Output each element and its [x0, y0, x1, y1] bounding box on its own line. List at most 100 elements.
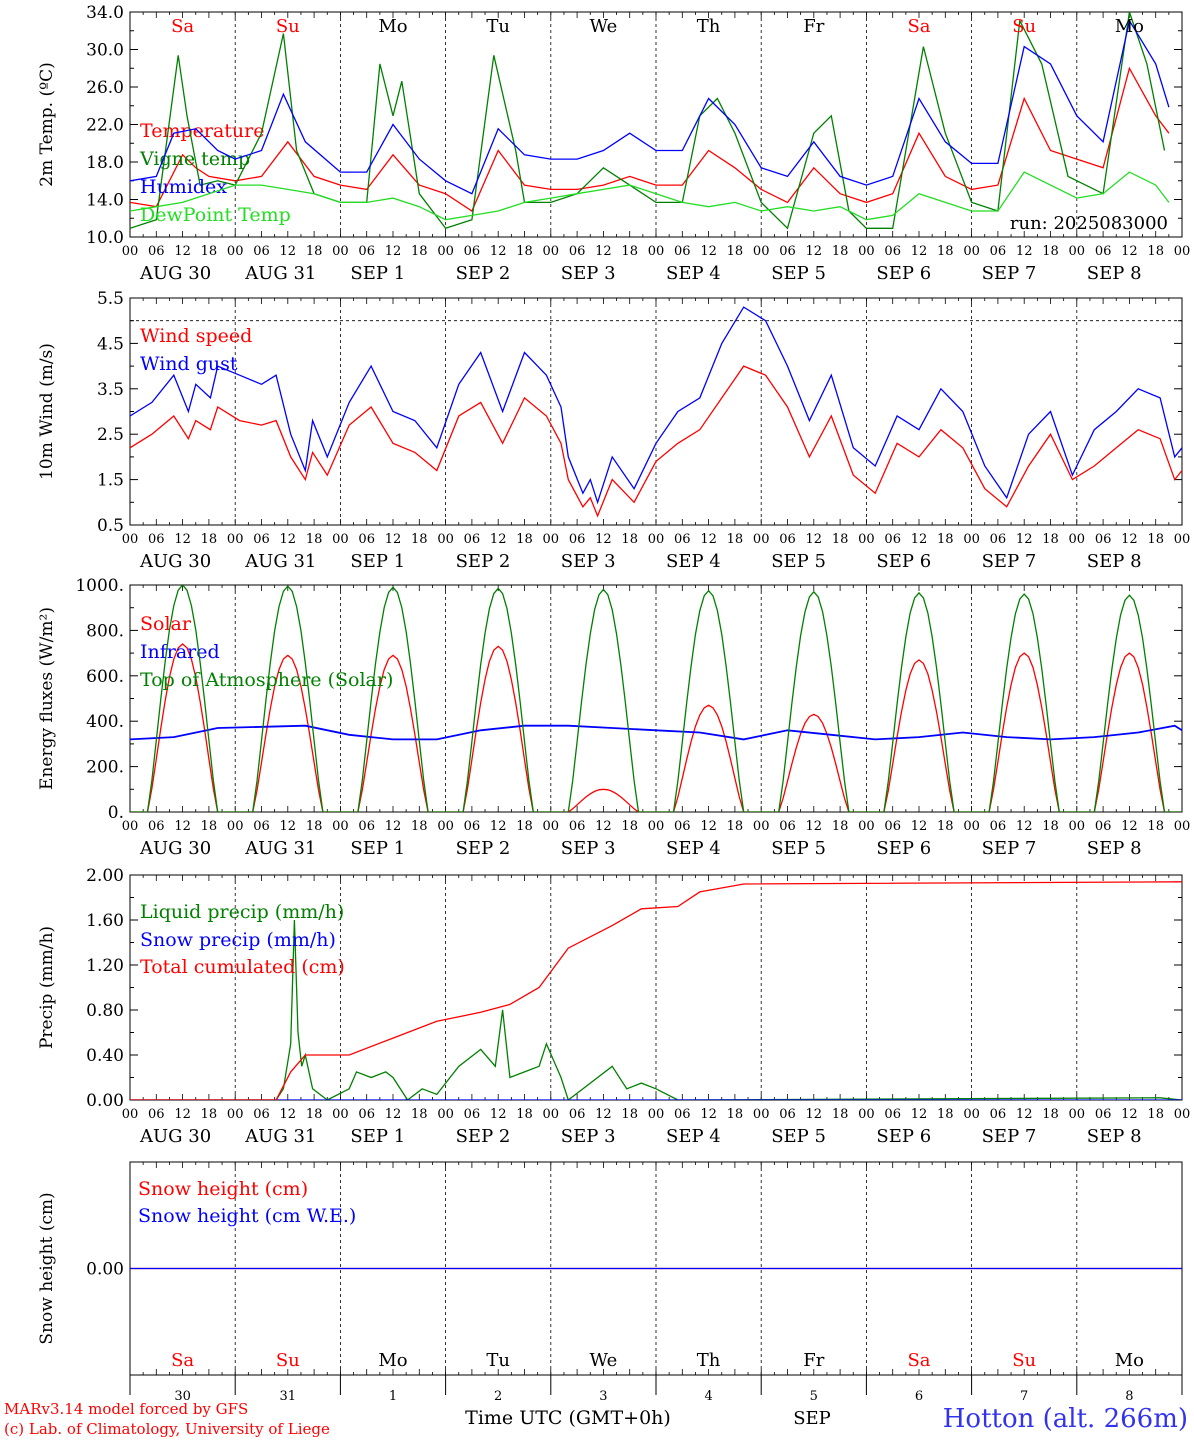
- date-label: AUG 31: [244, 551, 316, 572]
- hour-tick-label: 18: [516, 532, 533, 547]
- hour-tick-label: 00: [1069, 532, 1086, 547]
- hour-tick-label: 00: [122, 532, 139, 547]
- y-tick-label: 0.00: [86, 1091, 124, 1111]
- footer-day-label: Mo: [1115, 1350, 1144, 1371]
- y-tick-label: 200.: [86, 758, 124, 778]
- footer-day-number: 8: [1125, 1389, 1133, 1404]
- hour-tick-label: 06: [358, 244, 375, 259]
- time-axis-label: Time UTC (GMT+0h): [465, 1407, 671, 1429]
- hour-tick-label: 06: [1095, 244, 1112, 259]
- date-label: SEP 4: [666, 551, 721, 572]
- hour-tick-label: 18: [621, 1107, 638, 1122]
- hour-tick-label: 00: [543, 244, 560, 259]
- hour-tick-label: 12: [1016, 819, 1033, 834]
- y-tick-label: 1.5: [97, 471, 124, 491]
- hour-tick-label: 06: [253, 1107, 270, 1122]
- wind-series-1: [130, 306, 1182, 505]
- y-tick-label: 1000.: [75, 576, 124, 596]
- hour-tick-label: 06: [464, 532, 481, 547]
- y-tick-label: 0.40: [86, 1046, 124, 1066]
- hour-tick-label: 12: [911, 244, 928, 259]
- energy-legend-0: Solar: [140, 613, 192, 635]
- date-label: SEP 3: [561, 551, 616, 572]
- hour-tick-label: 00: [753, 244, 770, 259]
- footer-day-number: 5: [810, 1389, 818, 1404]
- hour-tick-label: 18: [411, 532, 428, 547]
- hour-tick-label: 12: [595, 532, 612, 547]
- y-tick-label: 34.0: [86, 3, 124, 23]
- date-label: SEP 7: [982, 263, 1037, 284]
- hour-tick-label: 00: [648, 819, 665, 834]
- footer-day-number: 1: [389, 1389, 397, 1404]
- precip-legend-0: Liquid precip (mm/h): [140, 901, 344, 923]
- energy-legend-1: Infrared: [140, 641, 220, 663]
- date-label: SEP 2: [456, 551, 511, 572]
- hour-tick-label: 00: [648, 1107, 665, 1122]
- hour-tick-label: 18: [1147, 1107, 1164, 1122]
- hour-tick-label: 06: [990, 1107, 1007, 1122]
- hour-tick-label: 00: [437, 244, 454, 259]
- hour-tick-label: 18: [832, 532, 849, 547]
- hour-tick-label: 00: [753, 1107, 770, 1122]
- hour-tick-label: 18: [201, 244, 218, 259]
- hour-tick-label: 06: [358, 1107, 375, 1122]
- hour-tick-label: 18: [411, 1107, 428, 1122]
- hour-tick-label: 12: [280, 819, 297, 834]
- y-tick-label: 26.0: [86, 78, 124, 98]
- hour-tick-label: 00: [332, 532, 349, 547]
- date-label: SEP 3: [561, 838, 616, 859]
- hour-tick-label: 18: [832, 819, 849, 834]
- hour-tick-label: 12: [490, 1107, 507, 1122]
- footer-day-label: Fr: [803, 1350, 824, 1371]
- temperature-series-1: [130, 12, 1166, 230]
- model-credit: MARv3.14 model forced by GFS: [4, 1400, 248, 1418]
- footer-day-number: 4: [704, 1389, 712, 1404]
- date-label: SEP 8: [1087, 1126, 1142, 1147]
- hour-tick-label: 06: [464, 244, 481, 259]
- snow-panel: 0.00 Snow height (cm) Snow height (cm) Snow…: [37, 1161, 1183, 1376]
- hour-tick-label: 18: [516, 819, 533, 834]
- day-label: Su: [1012, 16, 1036, 37]
- hour-tick-label: 18: [516, 1107, 533, 1122]
- hour-tick-label: 06: [464, 1107, 481, 1122]
- hour-tick-label: 06: [148, 244, 165, 259]
- hour-tick-label: 06: [148, 532, 165, 547]
- hour-tick-label: 12: [700, 244, 717, 259]
- date-label: SEP 7: [982, 838, 1037, 859]
- hour-tick-label: 00: [753, 532, 770, 547]
- hour-tick-label: 06: [569, 1107, 586, 1122]
- hour-tick-label: 12: [700, 819, 717, 834]
- footer-day-number: 31: [280, 1389, 297, 1404]
- footer-day-label: Mo: [378, 1350, 407, 1371]
- y-tick-label: 3.5: [97, 380, 124, 400]
- hour-tick-label: 06: [148, 819, 165, 834]
- hour-tick-label: 06: [253, 532, 270, 547]
- hour-tick-label: 00: [437, 1107, 454, 1122]
- day-label: Fr: [803, 16, 824, 37]
- snow-ylabel: Snow height (cm): [37, 1192, 57, 1344]
- footer-day-number: 6: [915, 1389, 923, 1404]
- date-label: SEP 2: [456, 263, 511, 284]
- hour-tick-label: 06: [884, 244, 901, 259]
- hour-tick-label: 12: [1016, 244, 1033, 259]
- y-tick-label: 4.5: [97, 334, 124, 354]
- date-label: AUG 30: [139, 263, 211, 284]
- y-tick-label: 0.5: [97, 516, 124, 536]
- hour-tick-label: 00: [963, 819, 980, 834]
- hour-tick-label: 18: [727, 532, 744, 547]
- temperature-legend-0: Temperature: [140, 120, 264, 142]
- month-label: SEP: [793, 1408, 831, 1429]
- hour-tick-label: 12: [280, 1107, 297, 1122]
- hour-tick-label: 12: [174, 532, 191, 547]
- date-label: SEP 6: [876, 1126, 931, 1147]
- hour-tick-label: 18: [1042, 1107, 1059, 1122]
- hour-tick-label: 00: [437, 532, 454, 547]
- hour-tick-label: 12: [174, 244, 191, 259]
- hour-tick-label: 18: [306, 532, 323, 547]
- y-tick-label: 18.0: [86, 153, 124, 173]
- hour-tick-label: 12: [490, 532, 507, 547]
- hour-tick-label: 18: [937, 532, 954, 547]
- hour-tick-label: 06: [1095, 819, 1112, 834]
- hour-tick-label: 00: [648, 532, 665, 547]
- hour-tick-label: 12: [490, 244, 507, 259]
